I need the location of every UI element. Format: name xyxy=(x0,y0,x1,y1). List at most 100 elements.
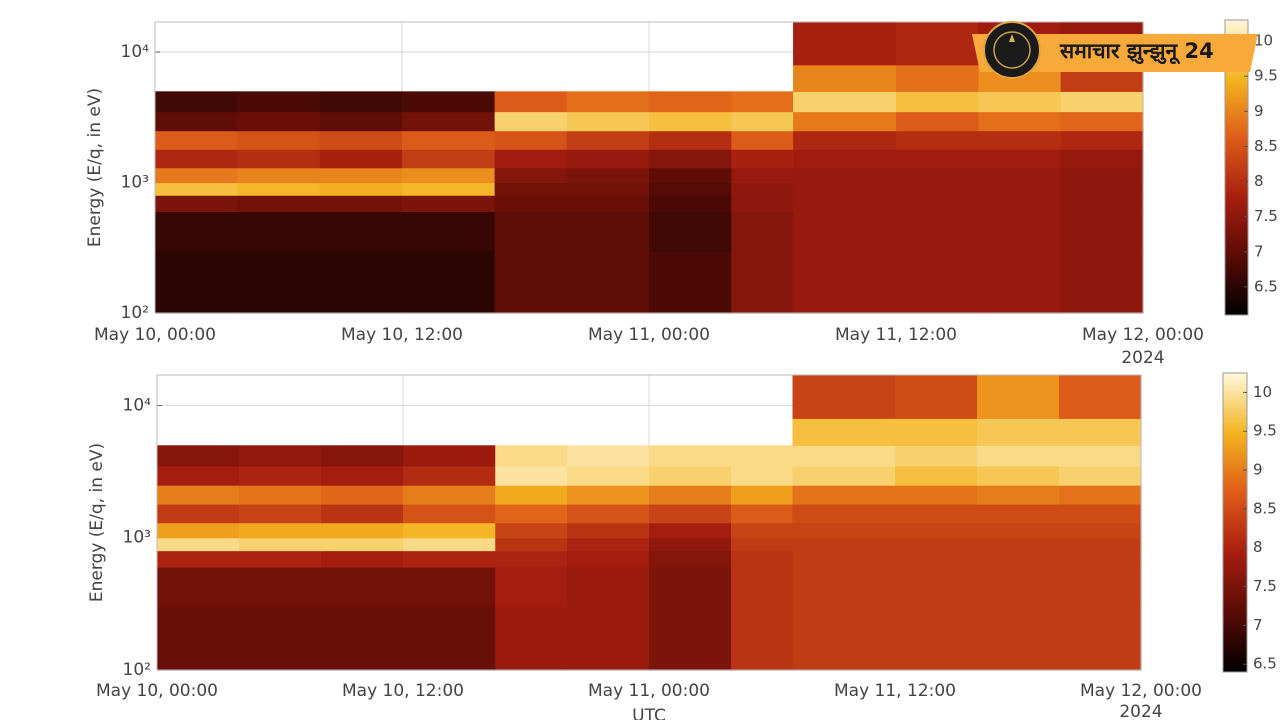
heatmap-cell xyxy=(319,211,403,252)
heatmap-cell xyxy=(731,606,794,671)
heatmap-cell xyxy=(977,445,1060,467)
colorbar-tick-label: 7.5 xyxy=(1253,577,1277,595)
heatmap-cell xyxy=(793,195,897,213)
heatmap-cell xyxy=(977,503,1060,524)
heatmap-cell xyxy=(792,503,896,524)
heatmap-cell xyxy=(495,465,568,486)
heatmap-cell xyxy=(157,522,240,539)
heatmap-cell xyxy=(402,130,496,150)
heatmap-cell xyxy=(403,522,496,539)
heatmap-cell xyxy=(1060,91,1144,113)
x-offset-label: 2024 xyxy=(1119,702,1162,720)
colorbar xyxy=(1222,372,1248,673)
heatmap-cell xyxy=(1059,522,1142,539)
heatmap-cell xyxy=(649,567,732,608)
heatmap-cell xyxy=(793,182,897,196)
heatmap-cell xyxy=(319,130,403,150)
colorbar-tick-label: 9 xyxy=(1253,461,1263,479)
heatmap-cell xyxy=(237,91,321,113)
heatmap-cell xyxy=(731,445,794,467)
plot-frame xyxy=(154,21,1144,314)
heatmap-cell xyxy=(239,550,322,568)
heatmap-cell xyxy=(792,445,896,467)
heatmap-cell xyxy=(567,522,650,539)
watermark-logo-star xyxy=(1009,34,1015,42)
heatmap-cell xyxy=(896,130,979,150)
colorbar-tick-label: 8 xyxy=(1253,538,1263,556)
heatmap-cell xyxy=(1059,465,1142,486)
heatmap-cell xyxy=(978,211,1062,252)
heatmap-cell xyxy=(319,149,403,169)
heatmap-cell xyxy=(895,485,978,505)
y-axis-label: Energy (E/q, in eV) xyxy=(85,88,105,247)
heatmap-cell xyxy=(319,195,403,213)
heatmap-cell xyxy=(731,130,794,150)
colorbar xyxy=(1224,19,1249,316)
x-tick-label: May 11, 12:00 xyxy=(835,325,957,345)
heatmap-cell xyxy=(792,550,896,568)
heatmap-cell xyxy=(896,22,979,66)
heatmap-cell xyxy=(567,567,650,608)
heatmap-cell xyxy=(731,550,794,568)
heatmap-cell xyxy=(402,182,496,196)
watermark: समाचार झुन्झुनू 24 xyxy=(972,21,1258,79)
heatmap-cell xyxy=(567,503,650,524)
heatmap-cell xyxy=(731,211,794,252)
heatmap-cell xyxy=(793,130,897,150)
heatmap-cell xyxy=(237,250,321,314)
heatmap-cell xyxy=(567,465,650,486)
heatmap-cell xyxy=(402,149,496,169)
y-tick-label: 10⁴ xyxy=(121,42,150,62)
heatmap-cell xyxy=(567,485,650,505)
colorbar-tick-label: 6.5 xyxy=(1254,277,1278,295)
plot-frame xyxy=(156,374,1142,671)
heatmap-cell xyxy=(321,537,404,552)
heatmap-cell xyxy=(977,485,1060,505)
heatmap-cell xyxy=(566,167,650,184)
heatmap-cell xyxy=(239,485,322,505)
heatmap-cell xyxy=(237,182,321,196)
heatmap-cell xyxy=(649,550,732,568)
y-tick-label: 10² xyxy=(123,660,151,680)
x-tick-label: May 10, 00:00 xyxy=(96,681,218,701)
heatmap-cell xyxy=(1060,195,1144,213)
heatmap-cell xyxy=(319,182,403,196)
heatmap-cell xyxy=(495,485,568,505)
heatmap-cell xyxy=(731,567,794,608)
heatmap-cell xyxy=(896,167,979,184)
heatmap-cell xyxy=(1059,537,1142,552)
heatmap-cell xyxy=(649,537,732,552)
heatmap-cell xyxy=(793,64,897,92)
heatmap-cell xyxy=(321,485,404,505)
heatmap-cell xyxy=(566,91,650,113)
heatmap-cell xyxy=(649,445,732,467)
heatmap-cell xyxy=(239,537,322,552)
colorbar-tick-label: 9 xyxy=(1254,102,1264,120)
heatmap-cell xyxy=(1059,550,1142,568)
heatmap-cell xyxy=(649,167,732,184)
heatmap-cell xyxy=(649,182,732,196)
heatmap-cell xyxy=(895,418,978,446)
heatmap-cell xyxy=(1059,567,1142,608)
y-tick-label: 10⁴ xyxy=(123,395,152,415)
heatmap-cell xyxy=(239,445,322,467)
heatmap-cell xyxy=(649,503,732,524)
heatmap-cell xyxy=(978,182,1062,196)
heatmap-cell xyxy=(895,503,978,524)
heatmap-cell xyxy=(319,111,403,132)
heatmap-cell xyxy=(649,606,732,671)
heatmap-cell xyxy=(155,182,238,196)
heatmap-cell xyxy=(792,606,896,671)
heatmap-cell xyxy=(566,130,650,150)
heatmap-cell xyxy=(649,465,732,486)
heatmap-cell xyxy=(495,606,568,671)
heatmap-cell xyxy=(792,522,896,539)
heatmap-cell xyxy=(321,465,404,486)
heatmap-cell xyxy=(978,149,1062,169)
heatmap-cell xyxy=(495,522,568,539)
heatmap-cell xyxy=(977,375,1060,419)
heatmap-cell xyxy=(731,250,794,314)
heatmap-cell xyxy=(731,522,794,539)
heatmap-cell xyxy=(494,167,568,184)
heatmap-cell xyxy=(402,250,496,314)
